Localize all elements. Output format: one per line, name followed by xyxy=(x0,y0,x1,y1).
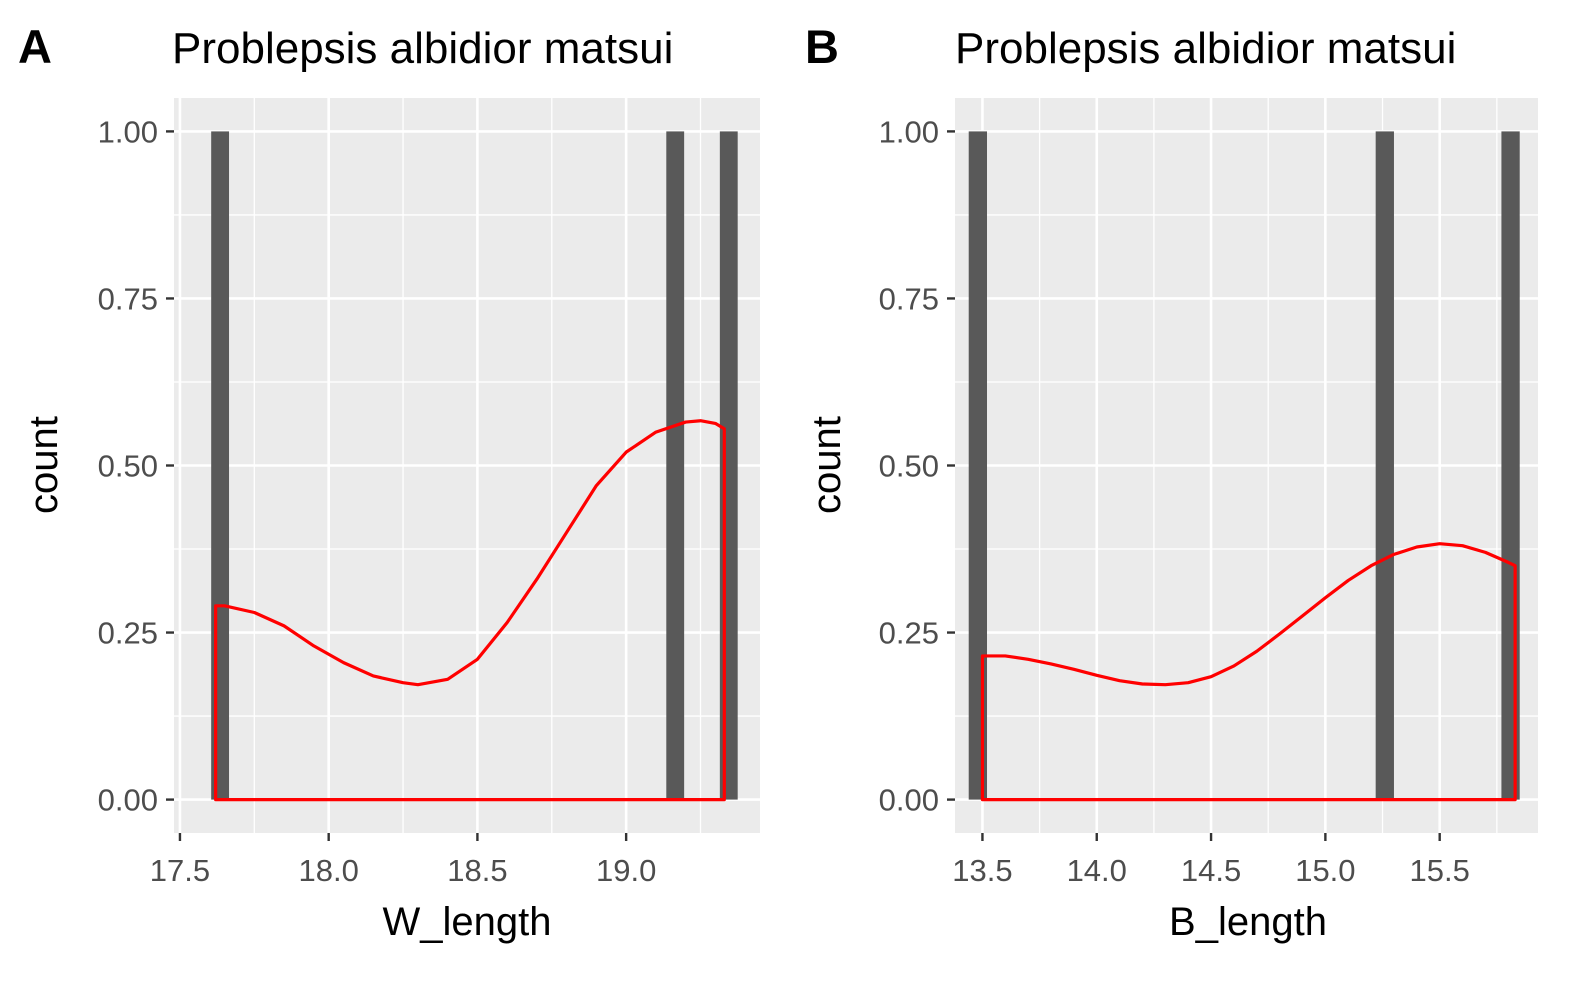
chart-panel-b: B Problepsis albidior matsui 0.00 0.25 0.5… xyxy=(805,20,1538,944)
grid-a xyxy=(174,98,760,833)
chart-title-b: Problepsis albidior matsui xyxy=(955,24,1456,73)
y-tick-label: 0.75 xyxy=(98,281,158,316)
chart-panel-a: A Problepsis albidior matsui 0.00 0.25 0.5… xyxy=(18,20,760,944)
histogram-bar xyxy=(968,131,988,800)
density-curve-a xyxy=(214,419,726,802)
histogram-bar xyxy=(1501,131,1520,800)
x-axis-label-b: B_length xyxy=(1169,900,1327,944)
x-tick-label: 14.0 xyxy=(1067,853,1127,888)
y-tick-label: 0.50 xyxy=(879,449,939,484)
histogram-bar xyxy=(1375,131,1394,800)
x-axis-a: 17.5 18.0 18.5 19.0 xyxy=(150,833,656,888)
y-axis-label-a: count xyxy=(22,416,66,514)
density-curve-b xyxy=(980,542,1517,802)
y-axis-label-b: count xyxy=(805,416,849,514)
x-axis-label-a: W_length xyxy=(383,900,552,944)
x-tick-label: 17.5 xyxy=(150,853,210,888)
y-axis-b: 0.00 0.25 0.50 0.75 1.00 xyxy=(879,114,955,818)
y-tick-label: 0.00 xyxy=(98,783,158,818)
x-axis-b: 13.5 14.0 14.5 15.0 15.5 xyxy=(952,833,1470,888)
panel-tag-a: A xyxy=(18,20,52,73)
y-tick-label: 1.00 xyxy=(98,114,158,149)
x-tick-label: 19.0 xyxy=(596,853,656,888)
histogram-bar xyxy=(719,131,738,800)
x-tick-label: 13.5 xyxy=(952,853,1012,888)
x-tick-label: 18.5 xyxy=(447,853,507,888)
y-axis-a: 0.00 0.25 0.50 0.75 1.00 xyxy=(98,114,174,818)
histogram-bar xyxy=(666,131,685,800)
chart-title-a: Problepsis albidior matsui xyxy=(172,24,673,73)
y-tick-label: 0.25 xyxy=(879,616,939,651)
x-tick-label: 18.0 xyxy=(299,853,359,888)
x-tick-label: 15.0 xyxy=(1295,853,1355,888)
x-tick-label: 14.5 xyxy=(1181,853,1241,888)
panel-tag-b: B xyxy=(805,20,839,73)
y-tick-label: 1.00 xyxy=(879,114,939,149)
y-tick-label: 0.25 xyxy=(98,616,158,651)
y-tick-label: 0.75 xyxy=(879,281,939,316)
y-tick-label: 0.00 xyxy=(879,783,939,818)
histogram-bar xyxy=(211,131,230,800)
x-tick-label: 15.5 xyxy=(1410,853,1470,888)
y-tick-label: 0.50 xyxy=(98,449,158,484)
